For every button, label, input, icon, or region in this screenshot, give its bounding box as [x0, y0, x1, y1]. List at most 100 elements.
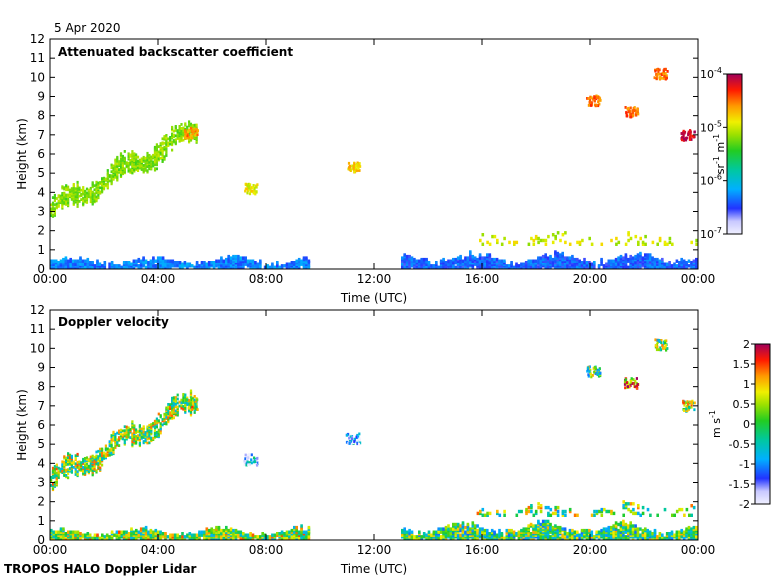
cloud-cell	[589, 372, 592, 375]
cloud-cell	[593, 370, 596, 374]
bl-cell	[639, 236, 642, 241]
bl-cell	[668, 236, 672, 241]
bl-cell	[568, 507, 572, 512]
aerosol-cell	[110, 434, 113, 437]
bl-cell	[617, 528, 620, 533]
bl-cell	[276, 532, 279, 536]
aerosol-cell	[157, 157, 160, 160]
cloud-cell	[636, 108, 639, 111]
bl-cell	[297, 530, 301, 534]
aerosol-cell	[167, 141, 170, 145]
bl-cell	[479, 509, 482, 514]
bl-cell	[476, 528, 479, 533]
aerosol-cell	[80, 192, 83, 196]
bl-cell	[595, 511, 599, 516]
bl-cell	[551, 240, 555, 245]
cloud-cell	[665, 339, 668, 343]
bl-cell	[624, 522, 628, 527]
bl-cell	[74, 259, 77, 263]
cloud-cell	[682, 129, 685, 133]
aerosol-cell	[165, 148, 168, 152]
bl-cell	[534, 511, 538, 516]
bl-cell	[242, 532, 245, 536]
bl-cell	[496, 509, 499, 514]
bl-cell	[566, 535, 569, 539]
aerosol-cell	[101, 182, 104, 186]
aerosol-cell	[74, 454, 77, 458]
bl-cell	[612, 524, 615, 528]
bl-cell	[113, 533, 116, 537]
bl-cell	[62, 527, 65, 531]
cloud-cell	[195, 127, 198, 131]
y-tick-label: 3	[37, 476, 45, 490]
bl-cell	[176, 533, 179, 537]
bl-cell	[612, 259, 615, 263]
bl-cell	[285, 262, 289, 266]
aerosol-cell	[116, 431, 119, 435]
bl-cell	[266, 264, 269, 268]
cloud-cell	[633, 106, 636, 109]
bl-cell	[118, 530, 121, 534]
cloud-cell	[682, 131, 685, 135]
cloud-cell	[247, 182, 250, 186]
bl-cell	[522, 262, 526, 266]
bl-cell	[646, 533, 649, 537]
aerosol-cell	[163, 141, 166, 145]
bl-cell	[646, 528, 649, 533]
cloud-cell	[191, 406, 194, 409]
bl-cell	[147, 261, 150, 265]
bl-cell	[593, 261, 596, 265]
aerosol-cell	[82, 202, 85, 205]
bl-cell	[154, 532, 158, 536]
bl-cell	[449, 259, 453, 263]
bl-cell	[178, 261, 182, 265]
bl-cell	[503, 509, 506, 514]
aerosol-cell	[163, 135, 166, 138]
cloud-cell	[348, 168, 351, 171]
bl-cell	[510, 261, 513, 265]
bl-cell	[627, 231, 630, 235]
bl-cell	[600, 242, 604, 246]
aerosol-cell	[182, 405, 185, 408]
bl-cell	[50, 528, 53, 533]
cloud-cell	[689, 135, 692, 139]
bl-cell	[680, 507, 684, 512]
bl-cell	[288, 262, 291, 266]
bl-cell	[551, 264, 555, 268]
cloud-cell	[587, 374, 590, 378]
aerosol-cell	[193, 411, 196, 414]
cloud-cell	[196, 133, 199, 136]
cloud-cell	[251, 190, 254, 193]
bl-cell	[427, 530, 431, 534]
cloud-cell	[586, 369, 589, 373]
aerosol-cell	[178, 131, 181, 135]
y-tick-label: 6	[37, 418, 45, 432]
aerosol-cell	[161, 156, 164, 159]
cloud-cell	[685, 407, 688, 411]
cloud-cell	[597, 374, 601, 378]
bl-cell	[561, 509, 565, 514]
aerosol-cell	[101, 189, 104, 192]
cloud-cell	[661, 73, 664, 77]
bl-cell	[658, 236, 662, 241]
aerosol-cell	[84, 459, 87, 463]
cloud-cell	[635, 113, 638, 117]
bl-cell	[268, 265, 272, 269]
aerosol-cell	[152, 422, 155, 425]
cloud-cell	[187, 135, 190, 139]
cloud-cell	[243, 459, 246, 463]
cloud-cell	[598, 367, 601, 370]
bl-cell	[410, 256, 414, 260]
bl-cell	[195, 533, 199, 537]
cloud-cell	[693, 130, 696, 134]
cloud-cell	[632, 114, 635, 117]
aerosol-cell	[123, 441, 126, 445]
bl-cell	[459, 254, 462, 259]
bl-cell	[305, 256, 308, 260]
aerosol-cell	[135, 428, 138, 432]
bl-cell	[200, 265, 204, 269]
aerosol-cell	[59, 467, 62, 471]
aerosol-cell	[95, 454, 98, 458]
aerosol-cell	[74, 457, 77, 460]
aerosol-cell	[50, 478, 53, 482]
